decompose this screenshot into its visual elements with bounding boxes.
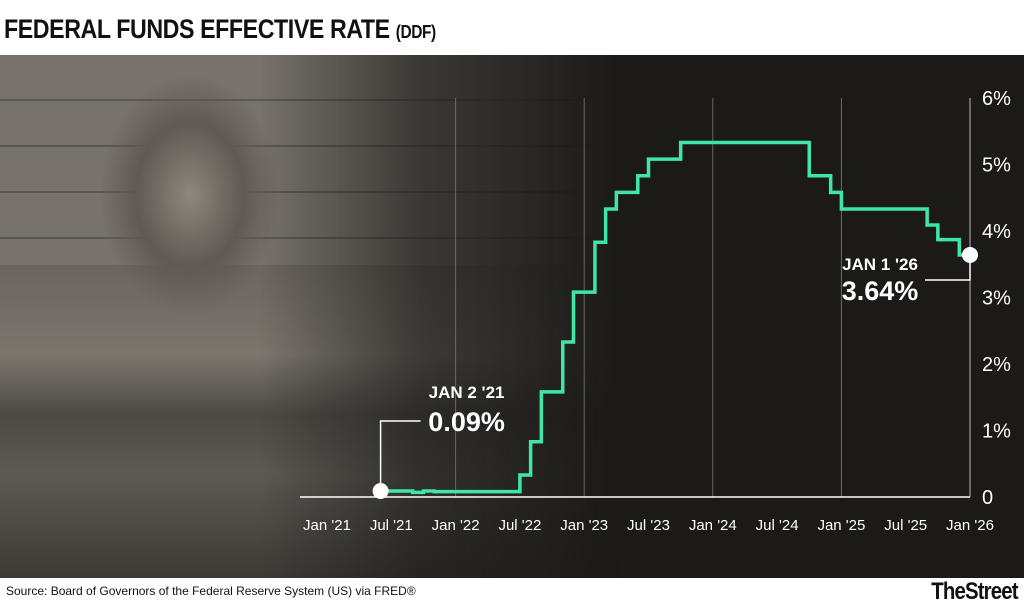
y-tick-label: 3% — [982, 288, 1011, 310]
end-date-label: JAN 1 '26 — [842, 255, 918, 274]
start-date-label: JAN 2 '21 — [429, 383, 505, 402]
chart-svg: Jan '21 Jul '21 Jan '22 Jul '22 Jan '23 Jul '… — [300, 88, 1011, 534]
end-point — [962, 246, 978, 263]
x-tick-label: Jan '22 — [432, 517, 480, 534]
x-tick-label: Jul '21 — [370, 517, 413, 534]
x-tick-label: Jul '24 — [756, 517, 799, 534]
x-tick-label: Jul '25 — [884, 517, 927, 534]
y-tick-label: 0 — [982, 487, 993, 509]
chart-title: FEDERAL FUNDS EFFECTIVE RATE (DDF) — [4, 14, 436, 45]
chart-panel: Jan '21 Jul '21 Jan '22 Jul '22 Jan '23 Jul '… — [0, 55, 1024, 578]
x-tick-label: Jan '26 — [946, 517, 994, 534]
y-tick-label: 4% — [982, 221, 1011, 243]
y-tick-label: 6% — [982, 88, 1011, 110]
title-text: FEDERAL FUNDS EFFECTIVE RATE — [4, 14, 390, 44]
start-point — [372, 483, 389, 500]
x-tick-label: Jan '24 — [689, 517, 737, 534]
end-value-label: 3.64% — [842, 276, 919, 306]
x-tick-label: Jul '23 — [627, 517, 670, 534]
title-suffix: (DDF) — [395, 22, 436, 42]
y-tick-label: 1% — [982, 421, 1011, 443]
x-tick-label: Jan '23 — [560, 517, 608, 534]
x-tick-label: Jan '25 — [817, 517, 865, 534]
rate-line — [380, 140, 970, 495]
start-value-label: 0.09% — [428, 407, 505, 437]
y-tick-label: 5% — [982, 155, 1011, 177]
x-tick-label: Jan '21 — [303, 517, 351, 534]
x-tick-label: Jul '22 — [498, 517, 541, 534]
y-tick-label: 2% — [982, 354, 1011, 376]
annotation-leader — [925, 254, 971, 281]
source-note: Source: Board of Governors of the Federa… — [6, 584, 416, 598]
thestreet-logo: TheStreet — [931, 578, 1019, 605]
annotation-leader — [379, 420, 421, 492]
